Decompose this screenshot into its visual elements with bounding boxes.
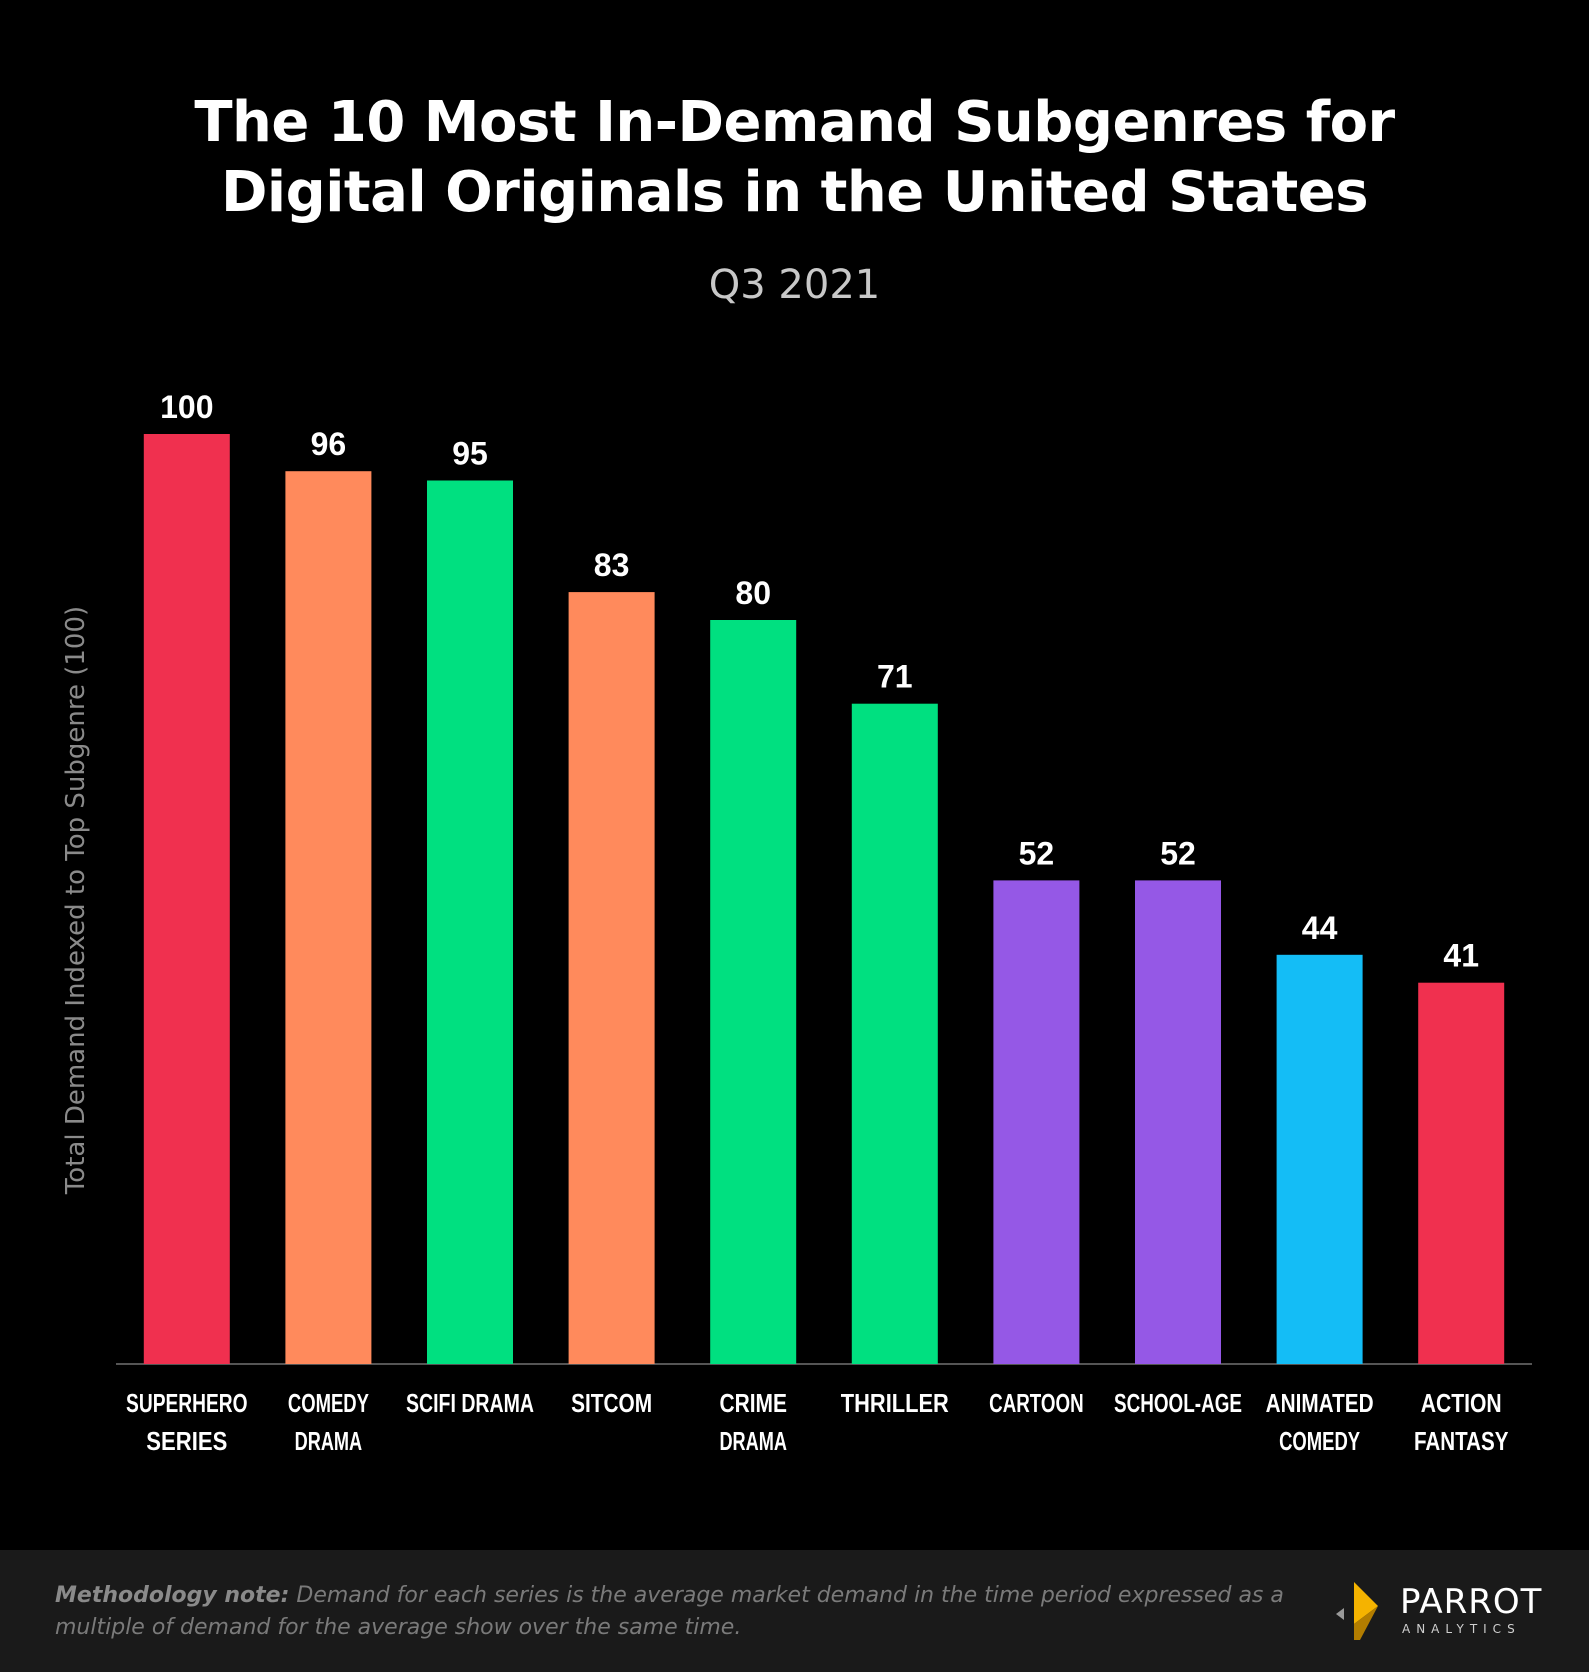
bar-4 xyxy=(710,620,797,1364)
methodology-note: Methodology note: Demand for each series… xyxy=(55,1580,1315,1644)
bar-value-label-4: 80 xyxy=(735,575,771,611)
bar-value-label-3: 83 xyxy=(594,547,630,583)
x-tick-label-7-0: SCHOOL-AGE xyxy=(1114,1388,1242,1418)
bar-value-label-5: 71 xyxy=(877,659,913,695)
bar-value-label-7: 52 xyxy=(1160,835,1196,871)
logo-wordmark: PARROT xyxy=(1400,1582,1543,1622)
bar-value-label-8: 44 xyxy=(1302,910,1338,946)
chart-title: The 10 Most In-Demand Subgenres for Digi… xyxy=(0,88,1589,228)
bar-value-label-0: 100 xyxy=(160,389,213,425)
bar-value-label-9: 41 xyxy=(1443,938,1479,974)
x-tick-label-4-0: CRIME xyxy=(719,1388,787,1418)
bar-3 xyxy=(568,592,655,1364)
x-tick-label-0-0: SUPERHERO xyxy=(126,1388,248,1418)
parrot-analytics-logo: PARROT ANALYTICS xyxy=(1330,1576,1570,1646)
bar-1 xyxy=(285,471,372,1364)
chart-title-line-1: The 10 Most In-Demand Subgenres for xyxy=(194,90,1395,155)
x-tick-label-1-1: DRAMA xyxy=(295,1426,363,1456)
methodology-note-label: Methodology note: xyxy=(55,1583,290,1608)
bar-6 xyxy=(993,880,1080,1364)
parrot-logo-icon xyxy=(1336,1582,1378,1640)
x-tick-label-9-0: ACTION xyxy=(1421,1388,1502,1418)
x-tick-label-9-1: FANTASY xyxy=(1414,1426,1509,1456)
bar-5 xyxy=(851,703,938,1364)
x-tick-label-0-1: SERIES xyxy=(146,1426,227,1456)
bar-value-label-2: 95 xyxy=(452,436,488,472)
logo-arrow-icon xyxy=(1336,1608,1344,1620)
bar-chart: 100 SUPERHERO SERIES 96 COMEDY DRAMA 95 SCIFI D… xyxy=(116,389,1532,1456)
bar-7 xyxy=(1135,880,1221,1364)
bar-value-label-6: 52 xyxy=(1019,835,1055,871)
x-tick-label-6-0: CARTOON xyxy=(989,1388,1084,1418)
x-tick-label-1-0: COMEDY xyxy=(288,1388,369,1418)
bar-8 xyxy=(1276,954,1363,1364)
logo-subtext: ANALYTICS xyxy=(1402,1622,1521,1636)
x-tick-label-4-1: DRAMA xyxy=(719,1426,787,1456)
bar-2 xyxy=(427,480,513,1364)
chart-title-line-2: Digital Originals in the United States xyxy=(220,160,1369,225)
footer: Methodology note: Demand for each series… xyxy=(0,1550,1589,1672)
bar-0 xyxy=(143,434,230,1364)
bar-9 xyxy=(1418,982,1505,1364)
x-tick-label-2-0: SCIFI DRAMA xyxy=(406,1388,534,1418)
logo-wing-dark xyxy=(1354,1606,1378,1640)
methodology-note-text: Demand for each series is the average ma… xyxy=(55,1583,1284,1640)
logo-wing-light xyxy=(1354,1582,1378,1624)
x-tick-label-8-0: ANIMATED xyxy=(1266,1388,1374,1418)
x-tick-label-3-0: SITCOM xyxy=(571,1388,652,1418)
x-tick-label-5-0: THRILLER xyxy=(841,1388,949,1418)
chart-subtitle: Q3 2021 xyxy=(708,262,881,308)
bar-value-label-1: 96 xyxy=(311,426,347,462)
x-tick-label-8-1: COMEDY xyxy=(1279,1426,1360,1456)
